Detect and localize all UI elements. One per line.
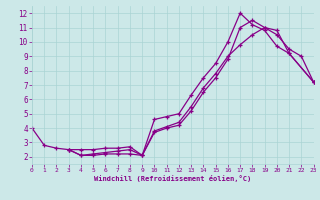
X-axis label: Windchill (Refroidissement éolien,°C): Windchill (Refroidissement éolien,°C)	[94, 175, 252, 182]
